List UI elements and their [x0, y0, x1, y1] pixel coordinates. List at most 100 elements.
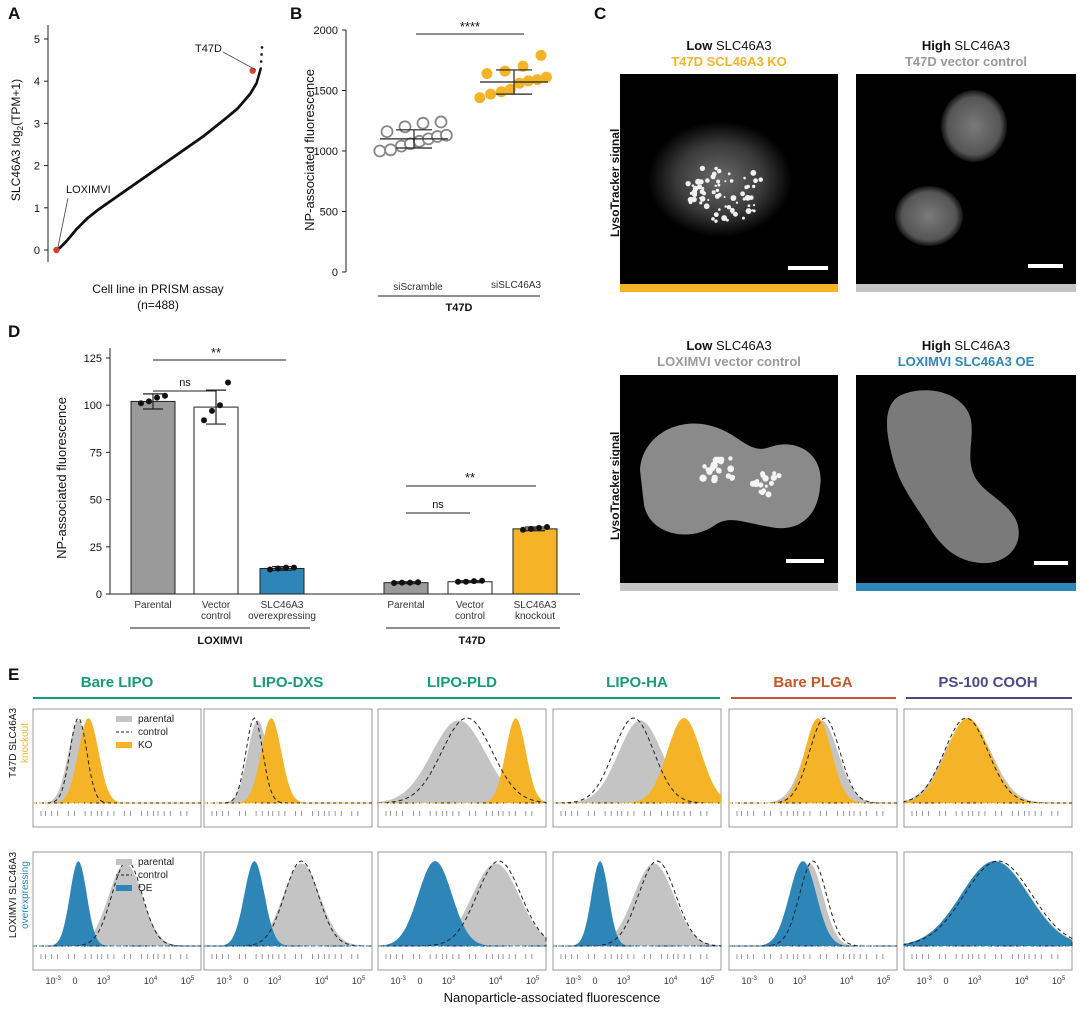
bar	[130, 400, 176, 595]
panel-a-xlabel-n: (n=488)	[137, 298, 179, 312]
data-point	[535, 49, 547, 61]
panel-d-sig-star-2: **	[465, 470, 475, 485]
panel-c-title-3: Low SLC46A3 LOXIMVI vector control	[657, 338, 801, 369]
lysosome-spot	[727, 465, 735, 473]
column-header: Bare PLGA	[773, 674, 852, 691]
control-histogram	[903, 860, 1073, 947]
lysosome-spot	[749, 480, 757, 487]
panel-c-colorbar-3	[620, 583, 838, 591]
panel-a-loximvi-label: LOXIMVI	[66, 184, 111, 196]
y-tick-label: 100	[84, 400, 102, 412]
control-histogram	[33, 860, 201, 947]
lysosome-spot	[699, 196, 702, 200]
x-tick-label: 105	[526, 976, 540, 986]
lysosome-spot	[758, 482, 764, 488]
lysosome-spot	[701, 186, 705, 190]
lysosome-spot	[764, 484, 768, 488]
data-point	[517, 60, 529, 72]
lysosome-spot	[716, 168, 722, 174]
lysosome-spot	[752, 203, 756, 207]
lysosome-spot	[715, 188, 720, 193]
data-point	[259, 60, 263, 63]
panel-a-t47d-label: T47D	[195, 43, 222, 55]
panel-d-label-vector-t47d: Vector control	[455, 600, 485, 622]
panel-e-row2-sub: overexpressing	[20, 861, 31, 929]
lysosome-spot	[752, 209, 756, 213]
parental-histogram	[204, 720, 372, 803]
data-point	[146, 398, 152, 405]
treated-histogram	[33, 861, 201, 946]
panel-d-label-parental-t47d: Parental	[387, 600, 424, 611]
parental-histogram	[33, 863, 201, 946]
lysosome-spot	[711, 190, 716, 195]
control-histogram	[729, 717, 897, 804]
panel-c-colorbar-2	[856, 284, 1076, 292]
legend-swatch	[116, 885, 132, 891]
lysosome-spot	[751, 209, 754, 212]
lysosome-spot	[691, 189, 698, 196]
data-point	[154, 394, 160, 401]
lysosome-spot	[725, 473, 732, 479]
lysosome-spot	[731, 211, 734, 214]
lysosome-spot	[695, 178, 702, 185]
legend-swatch	[116, 859, 132, 865]
panel-a-chart: SLC46A3 log2(TPM+1) 0 1 2 3 4 5 Cell line in …	[9, 25, 264, 312]
x-tick-label: 103	[617, 976, 631, 986]
x-tick-label: 105	[1052, 976, 1066, 986]
x-tick-label: 105	[181, 976, 195, 986]
lysosome-spot	[762, 475, 769, 482]
bar	[512, 528, 558, 595]
lysosome-spot	[768, 480, 774, 486]
panel-d-group-t47d: T47D	[459, 635, 486, 647]
panel-b-group-sislc46a3: siSLC46A3	[491, 280, 541, 291]
y-tick-label: 125	[84, 353, 102, 365]
lysosome-spot	[702, 191, 707, 196]
lysosome-spot	[711, 217, 715, 221]
treated-histogram	[204, 718, 372, 803]
data-point	[391, 580, 397, 587]
data-point	[384, 143, 397, 157]
legend-label: control	[138, 727, 168, 738]
x-tick-label: 105	[701, 976, 715, 986]
data-point	[455, 578, 461, 585]
y-tick-label: 4	[34, 76, 40, 88]
x-tick-label: 0	[768, 976, 773, 986]
lysosome-spot	[743, 176, 746, 180]
lysosome-spot	[729, 179, 734, 183]
data-point	[267, 566, 273, 573]
lysosome-spot	[685, 180, 691, 187]
lysosome-spot	[730, 195, 737, 201]
data-point	[499, 65, 511, 77]
control-histogram	[204, 860, 372, 947]
y-tick-label: 1	[34, 203, 40, 215]
lysosome-spot	[723, 196, 726, 199]
y-tick-label: 1500	[314, 86, 338, 98]
bar	[259, 568, 305, 595]
y-tick-label: 0	[96, 589, 102, 601]
data-point	[260, 53, 263, 56]
data-point	[259, 67, 263, 70]
lysosome-spot	[711, 476, 718, 484]
panel-b-bracket-label: T47D	[446, 302, 473, 314]
column-header: PS-100 COOH	[938, 674, 1037, 691]
y-tick-label: 2	[34, 161, 40, 173]
data-point	[275, 565, 281, 572]
data-point	[513, 77, 525, 89]
x-tick-label: 0	[592, 976, 597, 986]
legend-label: KO	[138, 740, 153, 751]
data-point	[201, 417, 207, 424]
data-point	[209, 407, 215, 414]
panel-e-row2-label: LOXIMVI SLC46A3	[8, 851, 19, 938]
lysosome-spot	[703, 203, 710, 210]
panel-e-row1-label: T47D SLC46A3	[8, 708, 19, 778]
y-tick-label: 50	[90, 495, 102, 507]
lysosome-spot	[745, 208, 752, 214]
lysosome-spot	[776, 472, 782, 479]
micrograph-loximvi-vector	[620, 375, 838, 583]
lysosome-spot	[770, 474, 777, 481]
panel-c-title-4: High SLC46A3 LOXIMVI SLC46A3 OE	[897, 338, 1035, 369]
lysosome-spot	[714, 184, 717, 188]
data-point	[474, 92, 486, 104]
panel-b-chart: NP-associated fluorescence 0 500 1000 1500 2…	[302, 19, 552, 314]
x-tick-label: 103	[968, 976, 982, 986]
